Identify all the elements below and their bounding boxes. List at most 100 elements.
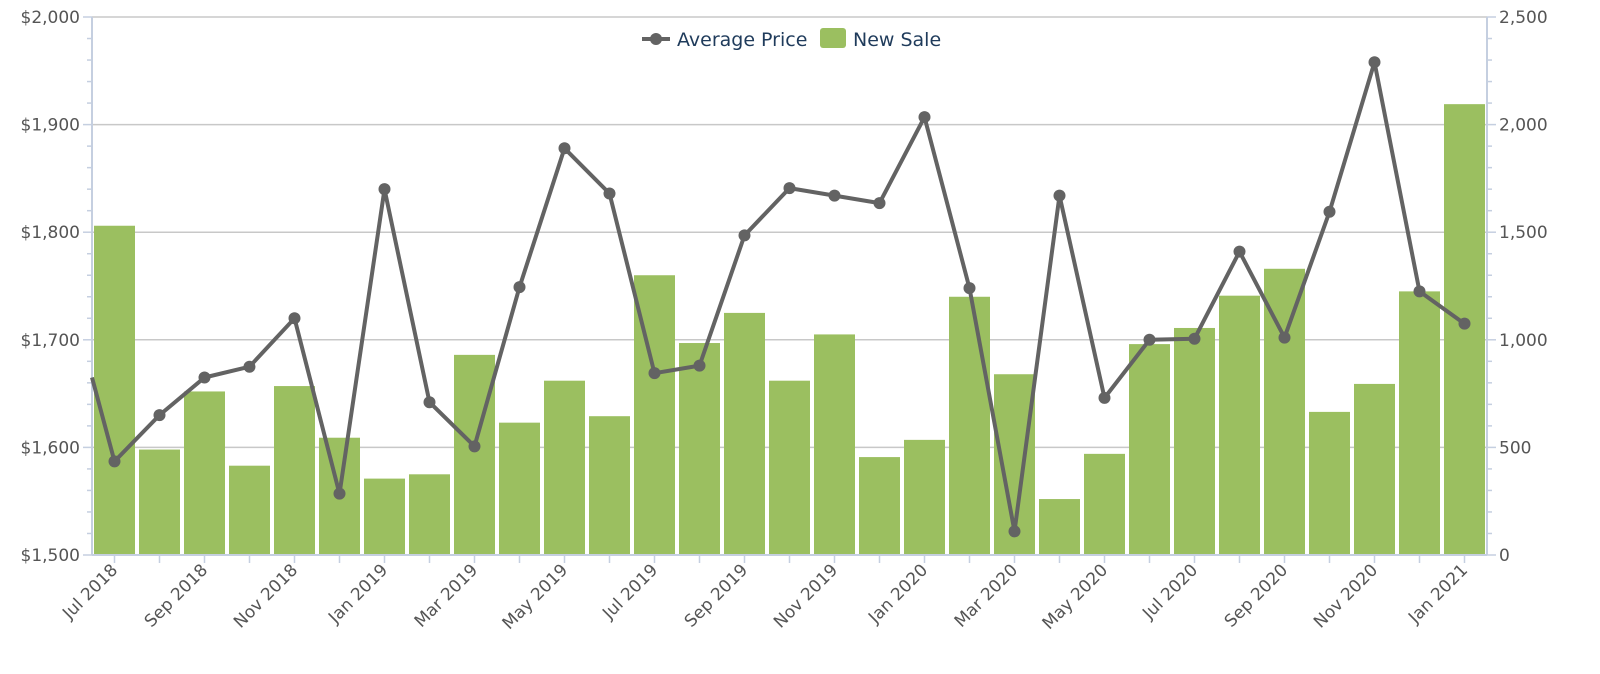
price-point [153, 409, 166, 422]
bar-new-sale [679, 343, 720, 555]
x-tick-label: Nov 2020 [1310, 560, 1382, 632]
x-tick-label: Jul 2020 [1138, 560, 1202, 624]
bar-new-sale [1039, 499, 1080, 555]
y-left-tick-label: $1,700 [21, 331, 80, 351]
price-point [198, 371, 211, 384]
legend-item-new-sale[interactable]: New Sale [820, 28, 941, 51]
price-point [1413, 285, 1426, 298]
bar-new-sale [859, 457, 900, 555]
bar-new-sale [1354, 383, 1395, 555]
bar-new-sale [1264, 268, 1305, 555]
y-right-tick-label: 2,000 [1499, 116, 1548, 136]
price-point [1008, 525, 1021, 538]
y-left-tick-label: $1,900 [21, 116, 80, 136]
x-tick-label: Sep 2019 [681, 560, 752, 631]
y-left-tick-label: $1,600 [21, 438, 80, 458]
bar-new-sale [94, 225, 135, 555]
new-sale-bars [94, 104, 1485, 555]
y-right-tick-label: 1,000 [1499, 331, 1548, 351]
price-point [873, 197, 886, 210]
bar-new-sale [589, 416, 630, 555]
price-point [423, 396, 436, 409]
price-point [513, 281, 526, 294]
price-point [1368, 56, 1381, 69]
price-point [828, 189, 841, 202]
price-point [243, 360, 256, 373]
bar-new-sale [274, 386, 315, 555]
x-tick-label: Jan 2019 [324, 560, 392, 628]
bar-new-sale [139, 449, 180, 555]
x-tick-label: Nov 2018 [230, 560, 302, 632]
y-left-tick-label: $1,500 [21, 546, 80, 566]
price-point [1233, 245, 1246, 258]
bar-new-sale [1219, 295, 1260, 555]
price-point [378, 183, 391, 196]
y-left-tick-label: $1,800 [21, 223, 80, 243]
price-point [648, 367, 661, 380]
price-point [558, 142, 571, 155]
y-axis-left-labels: $1,500 $1,600 $1,700 $1,800 $1,900 $2,000 [21, 8, 80, 566]
legend-marker-icon [650, 33, 662, 45]
x-tick-label: Nov 2019 [770, 560, 842, 632]
bar-new-sale [184, 391, 225, 555]
bar-new-sale [364, 478, 405, 555]
price-point [918, 111, 931, 124]
price-point [1098, 391, 1111, 404]
price-point [783, 182, 796, 195]
average-price-path [90, 60, 1466, 534]
bar-new-sale [904, 439, 945, 555]
bar-new-sale [409, 474, 450, 555]
bar-new-sale [949, 296, 990, 555]
bar-new-sale [1174, 327, 1215, 555]
x-tick-label: May 2020 [1039, 560, 1112, 633]
average-price-line [90, 56, 1471, 538]
bar-new-sale [499, 422, 540, 555]
y-right-tick-label: 0 [1499, 546, 1510, 566]
price-point [333, 487, 346, 500]
price-point [1323, 205, 1336, 218]
legend-label-new-sale: New Sale [853, 29, 941, 51]
bar-new-sale [1084, 453, 1125, 555]
x-axis-labels: Jul 2018 Sep 2018 Nov 2018 Jan 2019 Mar 2019… [58, 560, 1472, 633]
bar-new-sale [769, 380, 810, 555]
bar-new-sale [454, 354, 495, 555]
price-point [1278, 331, 1291, 344]
bar-new-sale [229, 465, 270, 555]
y-right-tick-label: 500 [1499, 438, 1531, 458]
y-axis-right-labels: 0 500 1,000 1,500 2,000 2,500 [1499, 8, 1548, 566]
price-point [603, 187, 616, 200]
y-left-tick-label: $2,000 [21, 8, 80, 28]
price-point [693, 359, 706, 372]
legend-label-average-price: Average Price [677, 29, 807, 51]
bar-new-sale [814, 334, 855, 555]
price-point [963, 282, 976, 295]
x-tick-label: Jan 2021 [1404, 560, 1472, 628]
price-point [468, 440, 481, 453]
bar-new-sale [1399, 291, 1440, 555]
bar-new-sale [724, 312, 765, 555]
x-tick-label: May 2019 [499, 560, 572, 633]
price-point [108, 455, 121, 468]
price-point [1458, 317, 1471, 330]
legend-swatch-icon [820, 28, 846, 48]
legend-item-average-price[interactable]: Average Price [642, 29, 807, 51]
x-tick-label: Jan 2020 [864, 560, 932, 628]
bar-new-sale [544, 380, 585, 555]
legend[interactable]: Average Price New Sale [642, 28, 941, 51]
bar-new-sale [1129, 344, 1170, 555]
x-tick-label: Mar 2019 [411, 560, 482, 631]
x-tick-label: Sep 2018 [141, 560, 212, 631]
price-point [738, 229, 751, 242]
x-tick-label: Sep 2020 [1221, 560, 1292, 631]
y-right-tick-label: 1,500 [1499, 223, 1548, 243]
bar-new-sale [1309, 411, 1350, 555]
axes [83, 16, 1496, 563]
x-tick-label: Jul 2018 [58, 560, 122, 624]
price-point [1188, 332, 1201, 345]
x-tick-label: Mar 2020 [951, 560, 1022, 631]
price-point [288, 312, 301, 325]
price-point [1053, 189, 1066, 202]
x-tick-label: Jul 2019 [598, 560, 662, 624]
y-right-tick-label: 2,500 [1499, 8, 1548, 28]
